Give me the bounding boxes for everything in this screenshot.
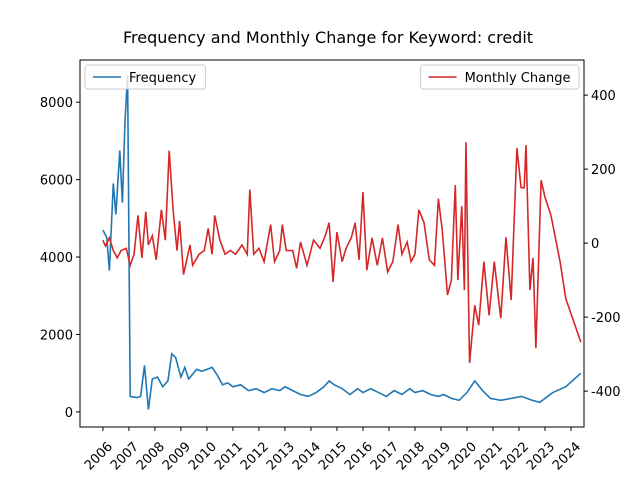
- x-tick-label: 2013: [264, 439, 298, 473]
- x-tick-label: 2009: [160, 439, 194, 473]
- x-tick-label: 2023: [524, 439, 558, 473]
- x-tick-label: 2011: [212, 439, 246, 473]
- x-tick-label: 2018: [394, 439, 428, 473]
- y-tick-label: 4000: [40, 251, 73, 266]
- x-tick-label: 2020: [446, 439, 480, 473]
- chart-title: Frequency and Monthly Change for Keyword…: [123, 28, 533, 47]
- x-tick-label: 2024: [550, 439, 584, 473]
- y2-tick-label: -200: [591, 311, 621, 326]
- y2-tick-label: 0: [591, 237, 599, 252]
- x-tick-label: 2006: [82, 439, 116, 473]
- x-tick-label: 2015: [316, 439, 350, 473]
- x-tick-label: 2012: [238, 439, 272, 473]
- x-tick-label: 2007: [108, 439, 142, 473]
- y2-tick-label: 200: [591, 163, 616, 178]
- legend-box: [420, 64, 580, 90]
- y-tick-label: 0: [65, 406, 73, 421]
- legend-box: [84, 64, 206, 90]
- plot-frame: [79, 59, 585, 428]
- y-tick-label: 2000: [40, 328, 73, 343]
- y2-tick-label: -400: [591, 385, 621, 400]
- series-line: [102, 75, 582, 410]
- x-tick-label: 2010: [186, 439, 220, 473]
- y-tick-label: 8000: [40, 96, 73, 111]
- x-tick-label: 2016: [342, 439, 376, 473]
- x-tick-label: 2008: [134, 439, 168, 473]
- x-tick-label: 2014: [290, 439, 324, 473]
- x-tick-label: 2017: [368, 439, 402, 473]
- x-tick-label: 2021: [472, 439, 506, 473]
- y-tick-label: 6000: [40, 174, 73, 189]
- x-tick-label: 2019: [420, 439, 454, 473]
- legend-label: Monthly Change: [465, 71, 571, 86]
- series-line: [102, 142, 582, 364]
- x-tick-label: 2022: [498, 439, 532, 473]
- legend-label: Frequency: [129, 71, 196, 86]
- y2-tick-label: 400: [591, 89, 616, 104]
